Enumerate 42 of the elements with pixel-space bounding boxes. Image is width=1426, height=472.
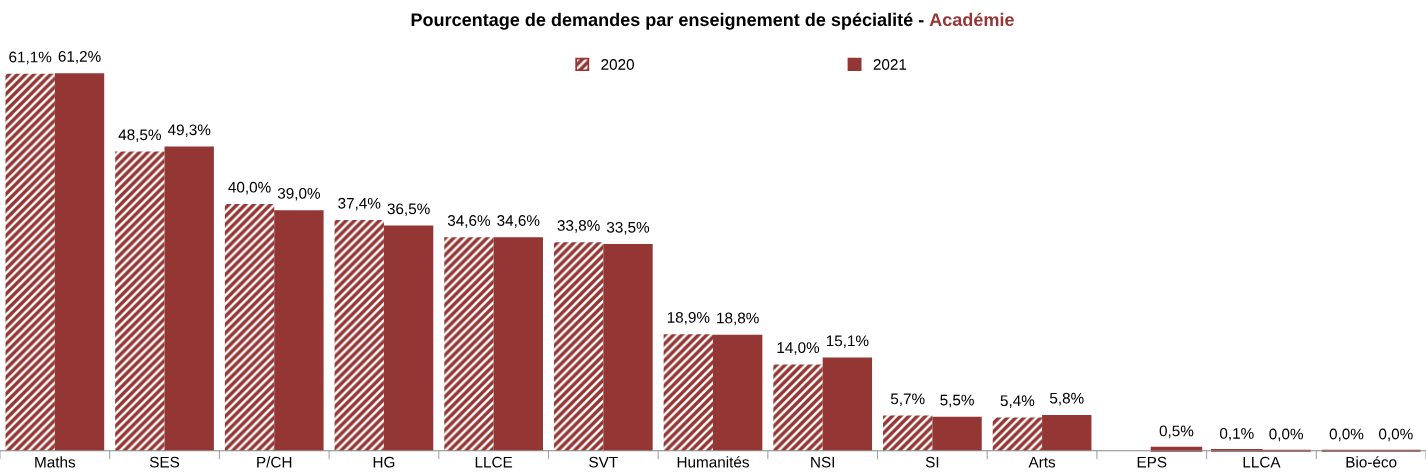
x-tick-label: HG	[373, 456, 395, 468]
data-label: 61,1%	[9, 51, 52, 65]
x-tick-label: SI	[925, 456, 939, 468]
data-label: 0,0%	[1269, 428, 1304, 442]
chart-subtitle: Académie	[929, 12, 1014, 27]
data-label: 37,4%	[338, 197, 381, 211]
x-tick-label: Maths	[35, 456, 76, 468]
data-label: 18,8%	[717, 312, 759, 326]
data-label: 14,0%	[777, 342, 820, 355]
x-tick-label: NSI	[811, 456, 835, 468]
x-tick-label: Bio-éco	[1346, 456, 1397, 468]
data-label: 48,5%	[118, 129, 161, 142]
x-tick-label: P/CH	[257, 456, 292, 468]
data-label: 34,6%	[447, 215, 491, 228]
legend-label: 2020	[601, 59, 634, 70]
data-label: 61,2%	[58, 50, 101, 64]
data-label: 5,5%	[940, 394, 974, 408]
x-tick-label: LLCE	[475, 456, 513, 468]
data-label: 36,5%	[387, 203, 430, 217]
data-label: 39,0%	[277, 187, 321, 201]
x-tick-label: SES	[149, 456, 180, 468]
data-label: 5,7%	[890, 393, 925, 407]
data-label: 33,8%	[557, 220, 600, 233]
data-label: 0,5%	[1159, 425, 1194, 439]
data-label: 5,8%	[1049, 392, 1084, 406]
data-label: 49,3%	[167, 124, 211, 138]
data-label: 5,4%	[1000, 395, 1035, 408]
data-label: 40,0%	[228, 181, 271, 195]
data-label: 15,1%	[826, 335, 869, 349]
x-tick-label: SVT	[589, 456, 618, 468]
data-label: 34,6%	[497, 215, 540, 228]
legend-label: 2021	[873, 59, 907, 70]
x-tick-label: LLCA	[1243, 456, 1281, 468]
data-label: 0,0%	[1379, 428, 1413, 442]
data-label: 0,1%	[1219, 427, 1254, 441]
data-label: 33,5%	[606, 221, 650, 235]
data-label: 0,0%	[1329, 428, 1364, 442]
data-label: 18,9%	[667, 311, 710, 325]
x-tick-label: Arts	[1028, 456, 1056, 468]
x-tick-label: EPS	[1137, 456, 1167, 468]
chart-title: Pourcentage de demandes par enseignement de spécialité -	[411, 12, 924, 30]
x-tick-label: Humanités	[677, 456, 749, 468]
